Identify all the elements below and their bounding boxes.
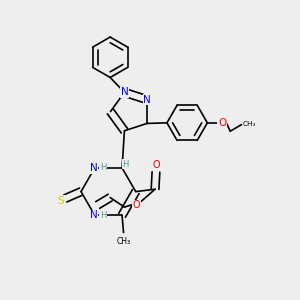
Text: N: N [90, 210, 98, 220]
Text: CH₃: CH₃ [243, 121, 256, 127]
Text: N: N [90, 163, 98, 173]
Text: H: H [100, 164, 106, 172]
Text: S: S [58, 196, 64, 206]
Text: O: O [218, 118, 226, 128]
Text: O: O [133, 200, 140, 210]
Text: H: H [122, 160, 129, 169]
Text: N: N [143, 95, 151, 105]
Text: CH₃: CH₃ [116, 237, 130, 246]
Text: N: N [121, 87, 128, 97]
Text: H: H [100, 211, 106, 220]
Text: O: O [152, 160, 160, 170]
